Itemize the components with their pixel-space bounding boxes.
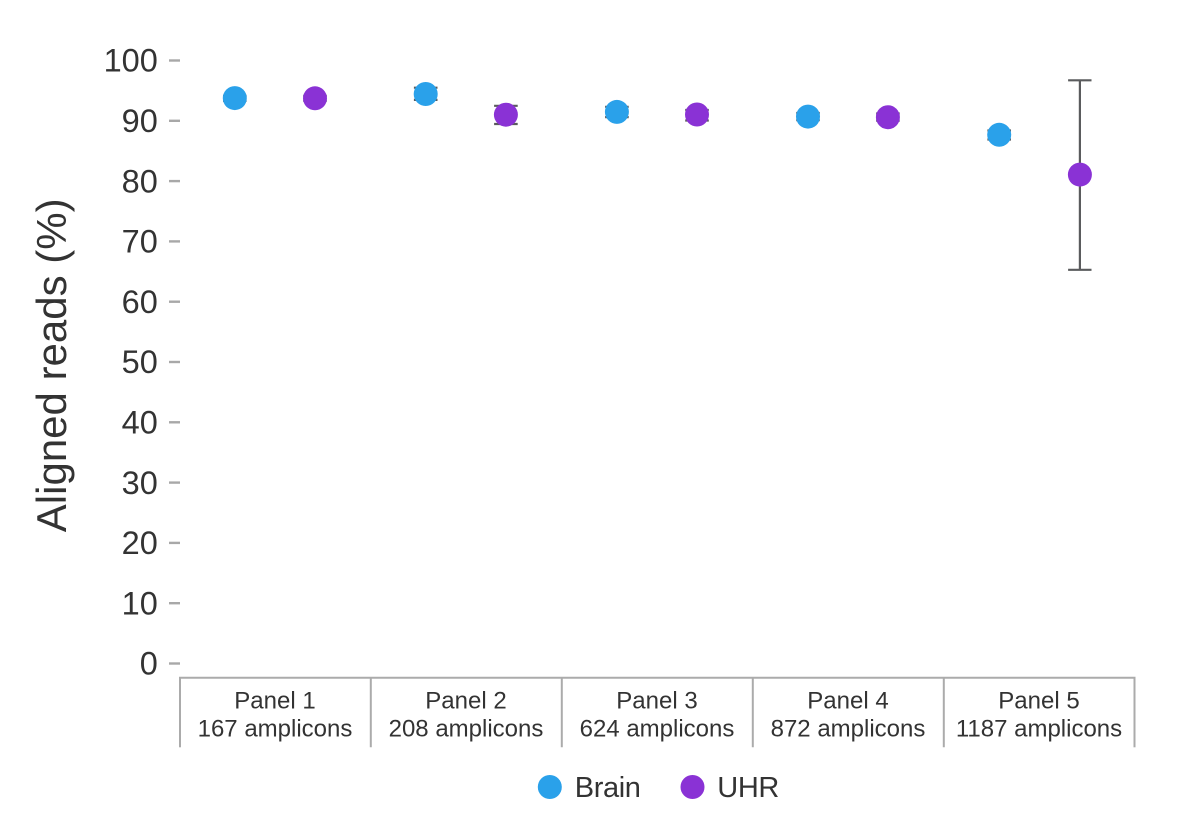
svg-text:50: 50 (122, 344, 158, 380)
svg-text:872 amplicons: 872 amplicons (771, 715, 926, 742)
svg-text:624 amplicons: 624 amplicons (580, 715, 735, 742)
svg-text:Panel 3: Panel 3 (616, 688, 697, 715)
svg-text:Aligned reads (%): Aligned reads (%) (28, 198, 75, 532)
svg-text:Panel 4: Panel 4 (807, 688, 888, 715)
svg-text:0: 0 (140, 646, 158, 682)
svg-text:10: 10 (122, 585, 158, 621)
svg-text:20: 20 (122, 525, 158, 561)
svg-text:UHR: UHR (717, 772, 779, 804)
svg-text:1187 amplicons: 1187 amplicons (956, 715, 1122, 742)
svg-text:60: 60 (122, 284, 158, 320)
svg-text:70: 70 (122, 224, 158, 260)
svg-text:Brain: Brain (575, 772, 641, 804)
svg-text:80: 80 (122, 163, 158, 199)
svg-text:Panel 1: Panel 1 (234, 688, 315, 715)
svg-text:90: 90 (122, 103, 158, 139)
svg-text:100: 100 (104, 43, 158, 79)
svg-text:167 amplicons: 167 amplicons (198, 715, 353, 742)
svg-text:40: 40 (122, 405, 158, 441)
svg-text:208 amplicons: 208 amplicons (389, 715, 544, 742)
svg-text:Panel 5: Panel 5 (998, 688, 1079, 715)
svg-text:30: 30 (122, 465, 158, 501)
svg-text:Panel 2: Panel 2 (425, 688, 506, 715)
